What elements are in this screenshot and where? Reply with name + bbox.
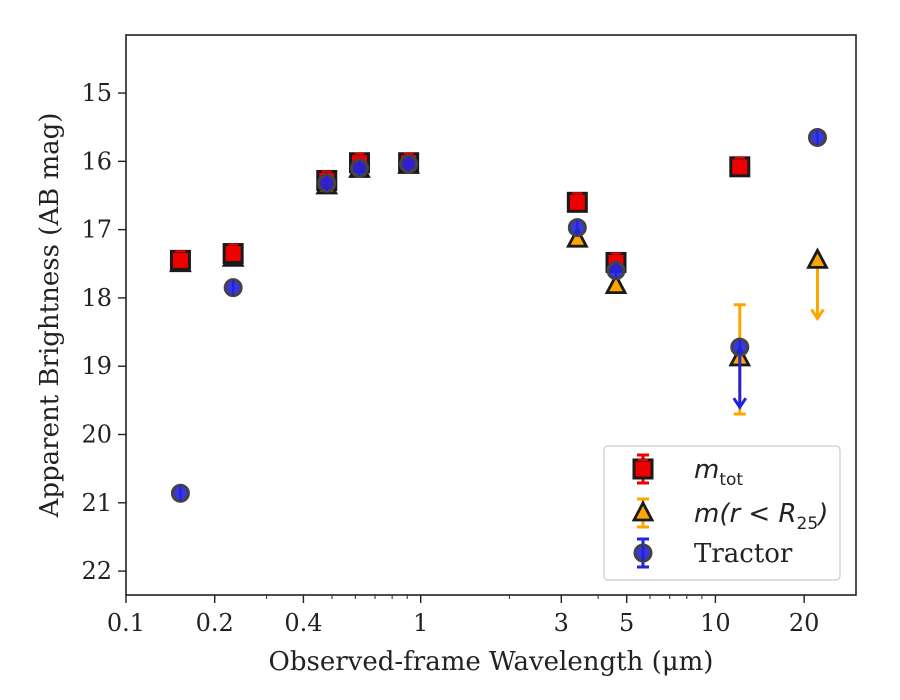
point-2-2 xyxy=(317,173,337,193)
y-tick-label-4: 19 xyxy=(81,352,112,380)
x-tick-label-2: 0.4 xyxy=(284,609,322,637)
legend-marker-2 xyxy=(633,537,653,569)
point-2-3 xyxy=(350,158,370,178)
point-1-6 xyxy=(604,272,628,295)
point-2-4 xyxy=(399,154,419,174)
y-tick-label-6: 21 xyxy=(81,489,112,517)
point-2-5 xyxy=(567,218,587,238)
y-tick-label-0: 15 xyxy=(81,79,112,107)
y-axis-label: Apparent Brightness (AB mag) xyxy=(35,113,65,519)
y-tick-label-7: 22 xyxy=(81,557,112,585)
x-tick-label-6: 10 xyxy=(700,609,731,637)
point-2-7 xyxy=(730,337,750,357)
data-points xyxy=(169,127,829,503)
y-tick-label-5: 20 xyxy=(81,421,112,449)
x-axis: 0.1 0.2 0.4 1 3 5 10 20 xyxy=(107,595,819,637)
point-0-1 xyxy=(222,243,244,265)
x-tick-label-5: 5 xyxy=(619,609,634,637)
legend-marker-1 xyxy=(631,497,655,529)
y-tick-label-1: 16 xyxy=(81,147,112,175)
x-tick-label-7: 20 xyxy=(789,609,820,637)
legend-entry-tractor: Tractor xyxy=(694,539,793,569)
y-tick-label-2: 17 xyxy=(81,216,112,244)
point-0-5 xyxy=(566,191,588,213)
point-1-8 xyxy=(806,247,829,269)
point-0-0 xyxy=(169,249,191,271)
x-axis-label: Observed-frame Wavelength (μm) xyxy=(269,647,714,677)
point-1-5 xyxy=(565,226,589,248)
point-2-1 xyxy=(223,278,243,298)
point-2-8 xyxy=(807,127,827,147)
x-tick-label-3: 1 xyxy=(413,609,428,637)
y-axis: 15 16 17 18 19 20 21 22 xyxy=(81,79,126,585)
legend-markers xyxy=(631,453,655,569)
legend-marker-0 xyxy=(632,453,654,485)
legend-entry-m-r25: m(r < R25) xyxy=(694,499,828,534)
point-2-0 xyxy=(170,483,190,503)
point-2-6 xyxy=(606,261,626,281)
point-0-7 xyxy=(729,156,751,178)
legend-entry-mtot: mtot xyxy=(694,455,743,490)
x-tick-label-1: 0.2 xyxy=(196,609,234,637)
x-tick-label-4: 3 xyxy=(554,609,569,637)
x-tick-label-0: 0.1 xyxy=(107,609,145,637)
y-tick-label-3: 18 xyxy=(81,284,112,312)
legend-box xyxy=(603,445,841,581)
limit-arrow-1-8 xyxy=(810,260,825,322)
limit-arrow-2-7 xyxy=(732,347,748,410)
legend: mtot m(r < R25) Tractor xyxy=(603,445,841,581)
